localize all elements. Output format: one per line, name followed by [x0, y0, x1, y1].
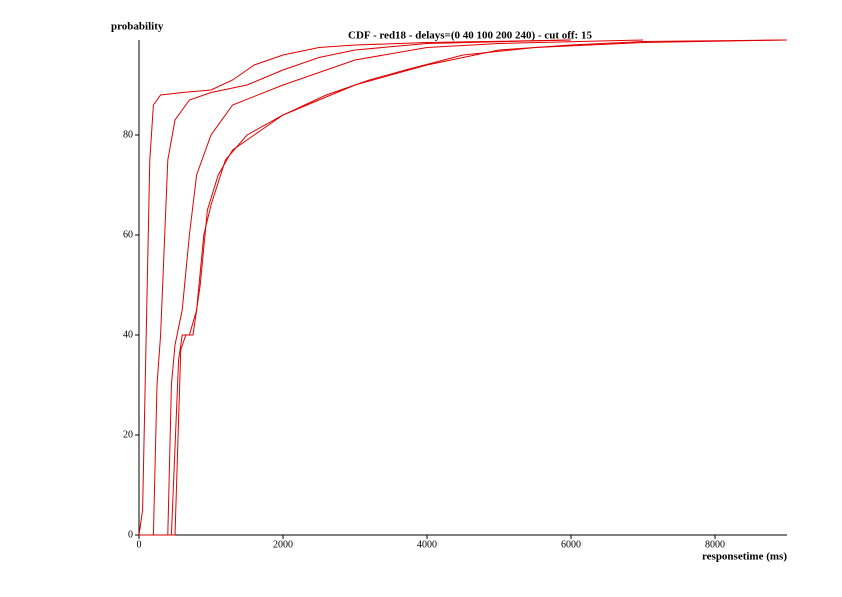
series-line [139, 39, 572, 536]
y-tick-label: 0 [128, 529, 133, 540]
series-line [138, 39, 572, 536]
x-tick-label: 8000 [705, 539, 725, 550]
y-axis-label: probability [111, 21, 164, 33]
y-tick-label: 40 [123, 329, 133, 340]
series-line [139, 39, 644, 536]
y-tick-label: 20 [123, 429, 133, 440]
x-tick-label: 2000 [273, 539, 293, 550]
x-axis-label: responsetime (ms) [702, 551, 787, 563]
x-tick-label: 4000 [417, 539, 437, 550]
x-tick-label: 0 [137, 539, 142, 550]
chart-title: CDF - red18 - delays=(0 40 100 200 240) … [348, 30, 592, 42]
y-tick-label: 80 [123, 129, 133, 140]
series-line [139, 39, 788, 536]
series-line [139, 39, 788, 536]
x-tick-label: 6000 [561, 539, 581, 550]
y-tick-label: 60 [123, 229, 133, 240]
